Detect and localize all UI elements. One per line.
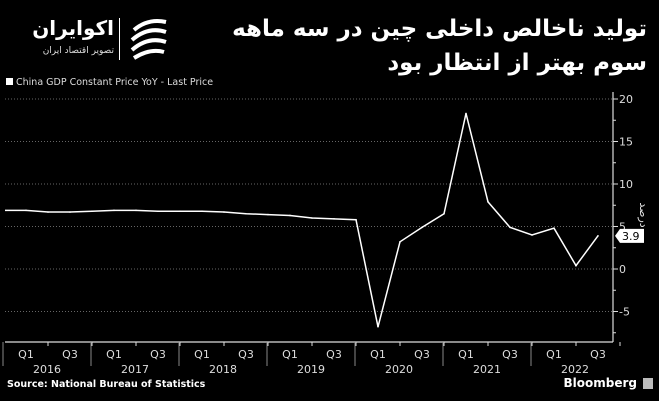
last-value-badge (615, 228, 644, 243)
data-point (267, 213, 269, 216)
y-tick-label: 10 (619, 178, 633, 191)
logo-divider (119, 18, 120, 60)
year-label: 2021 (473, 363, 501, 376)
data-point (443, 212, 445, 215)
data-point (135, 209, 137, 212)
data-point (113, 209, 115, 212)
y-tick-label: 20 (619, 93, 633, 106)
data-point (245, 212, 247, 215)
data-point (179, 210, 181, 212)
data-point (421, 226, 423, 229)
y-tick-label: 0 (619, 263, 626, 276)
data-point (311, 217, 313, 219)
quarter-tick-label: Q3 (414, 348, 430, 361)
quarter-tick-label: Q1 (370, 348, 386, 361)
legend-label: China GDP Constant Price YoY - Last Pric… (16, 77, 214, 88)
data-point (553, 227, 555, 229)
data-point (201, 210, 203, 212)
year-label: 2017 (121, 363, 149, 376)
quarter-tick-label: Q1 (546, 348, 562, 361)
bloomberg-brand: Bloomberg (563, 376, 638, 390)
legend: China GDP Constant Price YoY - Last Pric… (6, 77, 213, 88)
y-axis-label: درصد (637, 202, 650, 227)
year-label: 2022 (561, 363, 589, 376)
data-point (333, 218, 335, 220)
data-point (487, 201, 489, 203)
legend-swatch (6, 78, 13, 85)
data-point (465, 112, 467, 115)
quarter-tick-label: Q3 (150, 348, 166, 361)
data-point (25, 209, 27, 212)
year-label: 2016 (33, 363, 61, 376)
data-point (355, 218, 357, 221)
quarter-tick-label: Q3 (590, 348, 606, 361)
quarter-tick-label: Q1 (282, 348, 298, 361)
last-value-label: 3.9 (622, 230, 640, 243)
data-point (289, 214, 291, 217)
quarter-tick-label: Q1 (458, 348, 474, 361)
data-point (531, 234, 533, 236)
data-point (597, 235, 599, 237)
data-point (157, 210, 159, 212)
logo-mark-icon (130, 19, 167, 60)
source-note: Source: National Bureau of Statistics (7, 379, 206, 390)
data-point (399, 241, 401, 243)
data-point (91, 210, 93, 212)
data-point (377, 326, 379, 328)
year-label: 2019 (297, 363, 325, 376)
quarter-tick-label: Q3 (502, 348, 518, 361)
quarter-tick-label: Q3 (62, 348, 78, 361)
data-point (575, 264, 577, 267)
y-tick-label: 15 (619, 136, 633, 149)
chart-title: تولید ناخالص داخلی چین در سه ماهه سوم به… (232, 16, 647, 76)
quarter-tick-label: Q1 (106, 348, 122, 361)
quarter-tick-label: Q3 (326, 348, 342, 361)
data-point (509, 226, 511, 229)
data-point (223, 211, 225, 213)
quarter-tick-label: Q3 (238, 348, 254, 361)
year-label: 2020 (385, 363, 413, 376)
y-tick-label: 5 (619, 221, 626, 234)
quarter-tick-label: Q1 (194, 348, 210, 361)
year-label: 2018 (209, 363, 237, 376)
data-point (69, 211, 71, 213)
bloomberg-icon (643, 378, 653, 389)
quarter-tick-label: Q1 (18, 348, 34, 361)
logo-name: اکوایران (32, 16, 114, 40)
data-point (47, 211, 49, 213)
series-line (5, 113, 599, 327)
logo-subtitle: تصویر اقتصاد ایران (42, 46, 114, 56)
ecoiran-logo: اکوایران تصویر اقتصاد ایران (14, 16, 174, 64)
y-tick-label: -5 (619, 306, 630, 319)
